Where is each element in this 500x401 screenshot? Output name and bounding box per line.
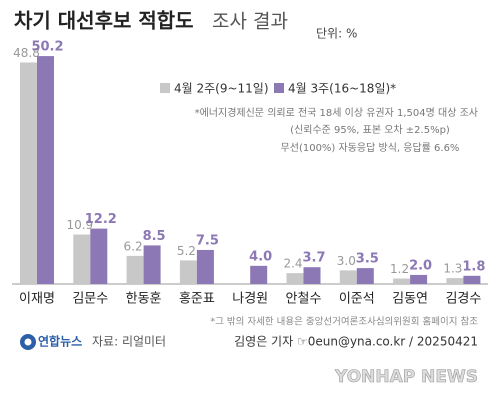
x-tick-label: 김경수 <box>445 292 481 307</box>
x-tick-label: 이재명 <box>19 292 55 307</box>
chart-title: 차기 대선후보 적합도 <box>14 9 194 33</box>
x-tick-label: 한동훈 <box>126 292 162 307</box>
value-label: 50.2 <box>31 40 63 55</box>
value-label: 8.5 <box>143 229 166 244</box>
bar <box>410 274 428 284</box>
chart-subtitle: 조사 결과 <box>212 11 288 33</box>
legend-swatch <box>160 83 170 93</box>
bar <box>286 273 304 284</box>
credit: 김영은 기자 ☞0eun@yna.co.kr / 20250421 <box>234 335 478 349</box>
note: 무선(100%) 자동응답 방식, 응답률 6.6% <box>281 142 460 154</box>
bar <box>20 62 37 285</box>
watermark: YONHAP NEWS <box>334 367 478 387</box>
value-label: 12.2 <box>85 212 117 227</box>
note: *에너지경제신문 의뢰로 전국 18세 이상 유권자 1,504명 대상 조사 <box>195 106 478 119</box>
value-label: 2.4 <box>283 257 302 271</box>
agency: 연합뉴스 <box>38 334 82 349</box>
value-label: 2.0 <box>409 258 432 273</box>
bar <box>126 255 144 284</box>
unit: 단위: % <box>316 27 357 41</box>
bar <box>356 268 374 284</box>
legend-label: 4월 3주(16~18일)* <box>288 82 396 96</box>
bar <box>446 278 464 284</box>
value-label: 1.8 <box>462 259 485 274</box>
note: (신뢰수준 95%, 표본 오차 ±2.5%p) <box>290 124 450 136</box>
x-tick-label: 이준석 <box>339 292 375 307</box>
x-tick-label: 김동연 <box>392 292 428 307</box>
legend-label: 4월 2주(9~11일) <box>174 82 269 96</box>
value-label: 3.7 <box>302 251 325 266</box>
bar <box>196 249 214 284</box>
bar <box>463 275 481 284</box>
value-label: 1.2 <box>390 262 409 276</box>
bar <box>393 278 411 284</box>
value-label: 4.0 <box>249 249 272 264</box>
bar <box>179 260 197 284</box>
footnote: *그 밖의 자세한 내용은 중앙선거여론조사심의위원회 홈페이지 참조 <box>210 316 478 328</box>
bar <box>339 270 357 284</box>
value-label: 6.2 <box>124 239 143 253</box>
value-label: 3.0 <box>337 254 356 268</box>
value-label: 1.3 <box>443 262 462 276</box>
value-label: 10.9 <box>66 218 93 232</box>
value-label: 48.8 <box>13 46 40 60</box>
bar <box>37 56 54 285</box>
source: 자료: 리얼미터 <box>92 335 166 349</box>
bar <box>90 228 108 284</box>
bar <box>303 267 321 284</box>
value-label: 3.5 <box>356 252 379 267</box>
legend-swatch <box>274 83 284 93</box>
logo <box>24 338 32 346</box>
x-tick-label: 김문수 <box>72 292 108 307</box>
x-tick-label: 안철수 <box>286 292 322 307</box>
value-label: 7.5 <box>196 233 219 248</box>
bar <box>250 265 268 284</box>
x-tick-label: 홍준표 <box>179 292 215 307</box>
bar <box>143 245 161 284</box>
value-label: 5.2 <box>177 244 196 258</box>
bar <box>73 234 91 284</box>
x-tick-label: 나경원 <box>232 292 268 307</box>
